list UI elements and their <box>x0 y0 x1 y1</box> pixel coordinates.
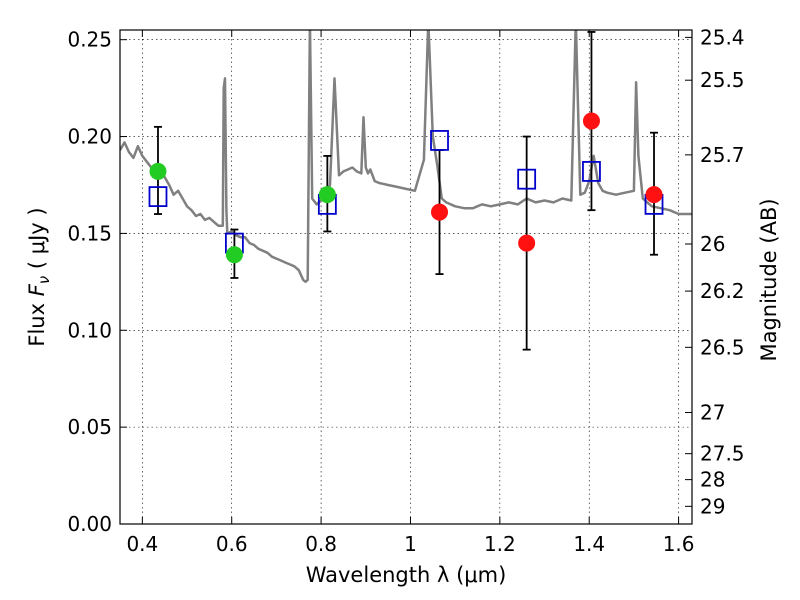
photometry-point <box>582 112 600 130</box>
y-tick-label: 0.15 <box>67 221 112 245</box>
right-tick-label: 29 <box>700 494 725 518</box>
photometry-point <box>431 203 449 221</box>
y-axis-label: Flux Fν ( μJy ) <box>25 207 53 346</box>
right-tick-label: 26.5 <box>700 335 745 359</box>
right-tick-label: 27.5 <box>700 442 745 466</box>
detected-point <box>225 246 243 264</box>
right-tick-label: 27 <box>700 401 725 425</box>
plot-area <box>120 30 692 351</box>
x-axis-label: Wavelength λ (μm) <box>306 563 507 587</box>
axes-frame <box>119 29 693 525</box>
photometry-point <box>518 234 536 252</box>
model-box-marker <box>582 161 601 182</box>
detected-point <box>149 162 167 180</box>
y-tick-label: 0.25 <box>67 28 112 52</box>
x-tick-label: 1 <box>404 532 417 556</box>
grid <box>120 30 692 525</box>
y-axis-label-unit: ( μJy ) <box>25 207 49 275</box>
right-tick-label: 28 <box>700 468 725 492</box>
right-tick-label: 25.4 <box>700 25 745 49</box>
y-axis-label-prefix: Flux <box>25 296 49 346</box>
ticks: 0.4 0.6 0.8 1 1.2 1.4 1.6 0.00 0.05 0.10 0.15 0.20 0… <box>67 25 744 556</box>
photometry-point <box>645 186 663 204</box>
y-axis-label-var: F <box>25 283 49 296</box>
right-tick-label: 25.5 <box>700 68 745 92</box>
y-tick-label: 0.00 <box>67 512 112 536</box>
model-box-marker <box>430 130 449 151</box>
y-tick-label: 0.10 <box>67 318 112 342</box>
x-tick-label: 0.8 <box>305 532 337 556</box>
right-tick-label: 26.2 <box>700 279 745 303</box>
x-tick-label: 0.6 <box>216 532 248 556</box>
template-spectrum-line <box>120 30 692 284</box>
x-tick-label: 1.2 <box>484 532 516 556</box>
y-tick-label: 0.20 <box>67 125 112 149</box>
y-axis-label-sub: ν <box>35 276 53 284</box>
right-axis-label: Magnitude (AB) <box>757 198 781 361</box>
x-tick-label: 0.4 <box>126 532 158 556</box>
detected-point <box>318 186 336 204</box>
model-box-marker <box>148 186 168 208</box>
right-tick-label: 25.7 <box>700 143 745 167</box>
right-tick-label: 26 <box>700 232 725 256</box>
model-box-marker <box>517 168 537 190</box>
x-tick-label: 1.6 <box>663 532 695 556</box>
x-tick-label: 1.4 <box>573 532 605 556</box>
y-tick-label: 0.05 <box>67 415 112 439</box>
